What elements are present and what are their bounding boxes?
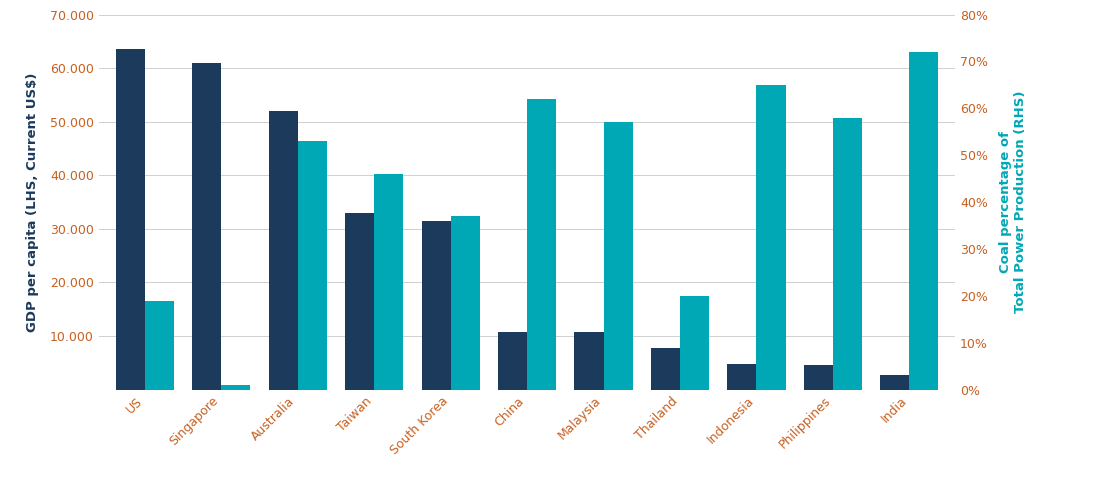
Bar xyxy=(345,213,374,390)
Bar xyxy=(881,375,909,390)
Bar xyxy=(192,63,221,390)
Bar xyxy=(909,52,939,390)
Bar xyxy=(374,174,403,390)
Bar xyxy=(804,365,833,390)
Bar xyxy=(422,221,450,390)
Bar xyxy=(221,385,250,390)
Y-axis label: GDP per capita (LHS, Current US$): GDP per capita (LHS, Current US$) xyxy=(26,73,38,332)
Bar xyxy=(115,50,145,390)
Bar xyxy=(498,332,527,390)
Bar xyxy=(298,141,327,390)
Bar xyxy=(145,300,173,390)
Y-axis label: Coal percentage of
Total Power Production (RHS): Coal percentage of Total Power Productio… xyxy=(999,91,1028,313)
Bar xyxy=(651,348,680,390)
Bar xyxy=(757,85,785,390)
Bar xyxy=(527,99,556,390)
Bar xyxy=(574,332,604,390)
Bar xyxy=(269,111,298,390)
Bar xyxy=(604,122,632,390)
Bar xyxy=(450,216,480,390)
Bar xyxy=(680,296,709,390)
Bar xyxy=(833,118,862,390)
Bar xyxy=(727,364,757,390)
